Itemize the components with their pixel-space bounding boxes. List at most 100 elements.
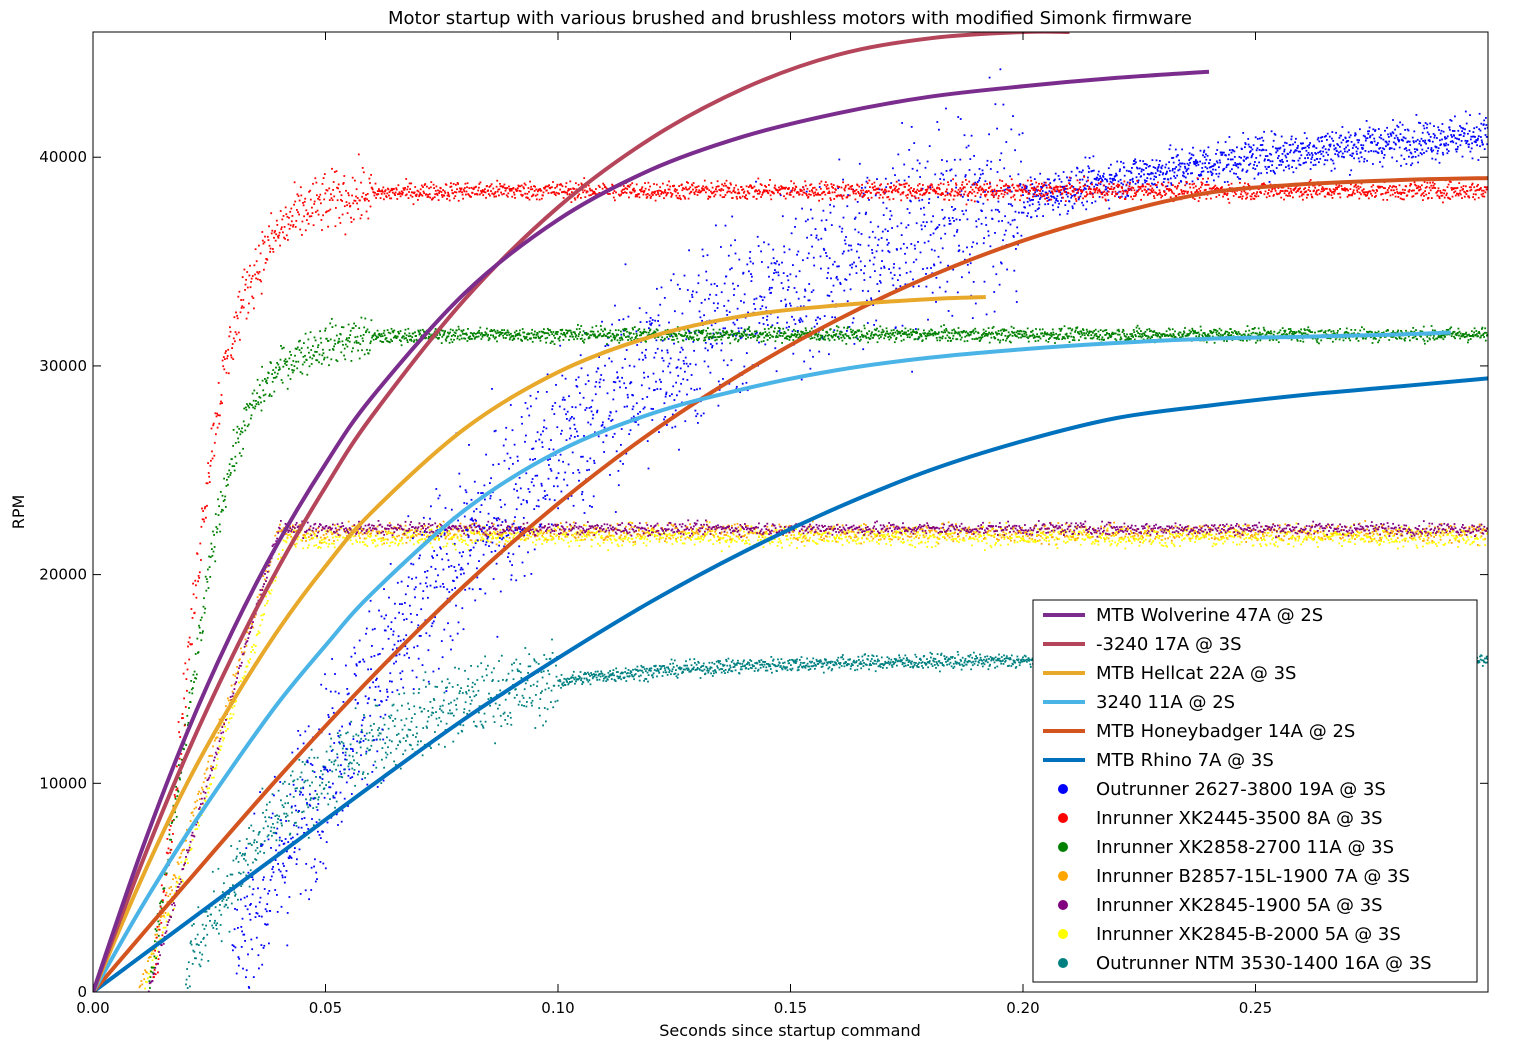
scatter-point	[382, 537, 385, 539]
scatter-point	[760, 534, 763, 536]
scatter-point	[417, 526, 420, 529]
scatter-point	[599, 528, 601, 531]
scatter-point	[421, 525, 424, 527]
scatter-point	[788, 524, 791, 527]
scatter-point	[1445, 531, 1448, 534]
scatter-point	[889, 527, 891, 530]
scatter-point	[776, 545, 779, 547]
scatter-point	[541, 676, 544, 679]
scatter-point	[1127, 525, 1129, 528]
scatter-point	[568, 528, 571, 531]
scatter-point	[543, 654, 546, 656]
scatter-point	[332, 532, 334, 535]
scatter-point	[717, 524, 719, 527]
scatter-point	[930, 529, 932, 532]
scatter-point	[480, 723, 483, 726]
scatter-point	[735, 540, 738, 543]
scatter-point	[853, 527, 856, 530]
scatter-point	[1379, 543, 1381, 545]
scatter-point	[557, 526, 559, 528]
scatter-point	[807, 531, 810, 534]
scatter-point	[1440, 524, 1443, 527]
scatter-point	[470, 532, 473, 534]
scatter-point	[1199, 526, 1202, 529]
scatter-point	[492, 525, 494, 528]
scatter-point	[374, 527, 377, 530]
scatter-point	[412, 692, 415, 695]
scatter-point	[887, 527, 890, 530]
scatter-point	[437, 743, 440, 746]
scatter-point	[476, 665, 479, 668]
scatter-point	[146, 981, 148, 984]
scatter-point	[1235, 525, 1237, 527]
scatter-point	[709, 538, 712, 541]
scatter-point	[223, 882, 225, 885]
scatter-point	[469, 703, 472, 705]
scatter-point	[473, 695, 476, 698]
scatter-point	[639, 527, 642, 530]
scatter-point	[966, 532, 969, 535]
scatter-point	[217, 751, 220, 754]
scatter-point	[1355, 528, 1357, 531]
scatter-point	[454, 666, 456, 669]
scatter-point	[1024, 524, 1026, 526]
scatter-point	[524, 538, 527, 541]
scatter-point	[891, 538, 893, 541]
scatter-point	[201, 923, 204, 926]
scatter-point	[948, 533, 951, 536]
scatter-point	[968, 531, 970, 534]
scatter-point	[268, 816, 270, 819]
scatter-point	[507, 672, 510, 675]
scatter-point	[640, 526, 643, 529]
scatter-point	[667, 536, 670, 539]
scatter-point	[427, 523, 430, 525]
scatter-point	[155, 947, 158, 949]
scatter-point	[139, 984, 142, 987]
scatter-point	[271, 834, 273, 837]
scatter-point	[1040, 531, 1043, 534]
scatter-point	[1205, 535, 1208, 538]
scatter-point	[289, 832, 292, 835]
scatter-point	[477, 689, 480, 692]
scatter-point	[745, 524, 747, 527]
scatter-point	[1011, 528, 1014, 530]
scatter-point	[1337, 525, 1340, 527]
scatter-point	[648, 529, 650, 532]
scatter-point	[725, 541, 728, 543]
scatter-point	[1424, 535, 1427, 538]
scatter-point	[1173, 545, 1176, 548]
scatter-point	[923, 524, 926, 527]
scatter-point	[416, 743, 419, 746]
scatter-point	[482, 726, 485, 729]
scatter-point	[222, 898, 225, 900]
scatter-point	[1273, 543, 1275, 546]
scatter-point	[841, 524, 844, 527]
scatter-point	[303, 781, 306, 784]
scatter-point	[1249, 527, 1251, 529]
scatter-point	[1342, 536, 1344, 539]
scatter-point	[1009, 535, 1011, 538]
scatter-point	[1097, 543, 1100, 546]
scatter-point	[678, 531, 680, 534]
scatter-point	[741, 540, 743, 542]
scatter-point	[883, 525, 886, 528]
scatter-point	[227, 699, 230, 702]
scatter-point	[286, 536, 289, 539]
scatter-point	[226, 875, 229, 877]
scatter-point	[1113, 521, 1115, 524]
scatter-point	[514, 688, 517, 690]
scatter-point	[470, 539, 473, 542]
scatter-point	[1470, 531, 1473, 534]
scatter-point	[277, 558, 279, 560]
scatter-point	[363, 714, 365, 716]
scatter-point	[454, 525, 457, 528]
scatter-point	[598, 533, 600, 536]
scatter-point	[499, 534, 502, 537]
scatter-point	[1051, 529, 1054, 532]
scatter-point	[1316, 541, 1318, 544]
scatter-point	[682, 533, 685, 536]
scatter-point	[494, 537, 497, 539]
scatter-point	[1122, 531, 1125, 533]
scatter-point	[1223, 525, 1226, 527]
